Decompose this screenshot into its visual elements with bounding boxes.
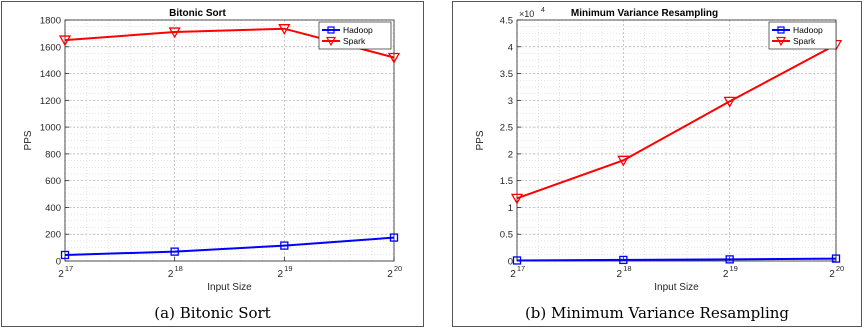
x-tick-label: 2 [278,269,284,280]
y-tick-label: 400 [45,203,61,214]
x-axis-label: Input Size [207,282,252,293]
y-tick-label: 4 [508,42,513,53]
x-tick-exponent: 20 [394,264,402,273]
y-tick-label: 0 [508,257,513,268]
data-point-hadoop [170,247,179,256]
legend-marker-spark [776,36,786,47]
x-tick-label: 2 [617,269,623,280]
x-tick-label: 2 [723,269,729,280]
y-tick-label: 3 [508,96,513,107]
caption-minimum-variance-resampling: (b) Minimum Variance Resampling [524,304,790,322]
legend-marker-hadoop [777,26,785,34]
y-tick-label: 1600 [40,42,61,53]
data-point-hadoop [831,254,841,263]
series-line-hadoop [516,257,837,262]
x-tick-exponent: 20 [836,264,844,273]
y-tick-label: 1 [508,203,513,214]
y-tick-label: 2 [508,149,513,160]
data-point-spark [387,52,401,64]
y-tick-label: 1.5 [500,176,513,187]
legend-marker-hadoop [327,26,335,34]
x-tick-exponent: 18 [174,264,182,273]
y-tick-label: 4.5 [500,16,513,27]
bitonic-sort-chart: 0200400600800100012001400160018002172182… [23,8,402,293]
y-tick-label: 1000 [40,123,61,134]
y-axis-label: PPS [475,130,486,150]
y-tick-label: 1800 [40,16,61,27]
x-axis-label: Input Size [654,282,699,293]
y-tick-label: 2.5 [500,123,513,134]
plot-area-frame [516,19,837,262]
chart-panel-bitonic-sort: 0 200 400 600 800 1000 1200 1400 1600 1800 2 17 2 18 2… [1,1,424,327]
y-tick-label: 1200 [40,96,61,107]
x-tick-exponent: 17 [517,264,525,273]
data-point-hadoop [389,233,399,242]
data-point-hadoop [512,256,522,265]
data-point-hadoop [619,255,628,265]
data-point-spark [617,155,630,167]
x-tick-exponent: 19 [729,264,737,273]
x-tick-label: 2 [58,269,64,280]
data-point-spark [723,96,736,108]
y-axis-multiplier-exponent: 4 [541,7,545,14]
y-tick-label: 200 [45,230,61,241]
data-point-spark [278,24,291,36]
x-tick-label: 2 [168,269,174,280]
x-tick-exponent: 19 [284,264,292,273]
x-tick-label: 2 [510,269,516,280]
data-point-hadoop [725,255,734,264]
x-tick-exponent: 18 [623,264,631,273]
legend-label-hadoop: Hadoop [793,25,823,35]
y-tick-label: 3.5 [500,69,513,80]
data-point-hadoop [60,250,70,260]
x-tick-label: 2 [387,269,393,280]
chart-title: Minimum Variance Resampling [571,8,718,19]
y-axis-label: PPS [23,130,34,150]
y-tick-label: 600 [45,176,61,187]
caption-bitonic-sort: (a) Bitonic Sort [154,304,271,322]
legend-label-hadoop: Hadoop [343,25,373,35]
y-tick-label: 0.5 [500,230,513,241]
plot-area-frame [64,19,395,262]
x-tick-exponent: 17 [65,264,73,273]
y-axis-multiplier: ×10 [519,9,534,19]
data-point-spark [168,27,181,39]
series-line-spark [516,43,837,200]
data-point-spark [58,35,72,47]
y-tick-label: 1400 [40,69,61,80]
legend-label-spark: Spark [793,36,816,46]
legend-marker-spark [326,36,336,47]
data-point-spark [510,193,524,205]
legend-label-spark: Spark [343,36,366,46]
chart-panel-minimum-variance-resampling: 0 0.5 1 1.5 2 2.5 3 3.5 4 4.5 2 17 2 18 2 19 2 20 ×10 4 Mini… [452,1,862,327]
chart-title: Bitonic Sort [169,8,226,19]
data-point-hadoop [280,241,289,250]
y-tick-label: 0 [56,257,61,268]
y-tick-label: 800 [45,149,61,160]
series-line-hadoop [64,236,395,256]
x-tick-label: 2 [829,269,835,280]
